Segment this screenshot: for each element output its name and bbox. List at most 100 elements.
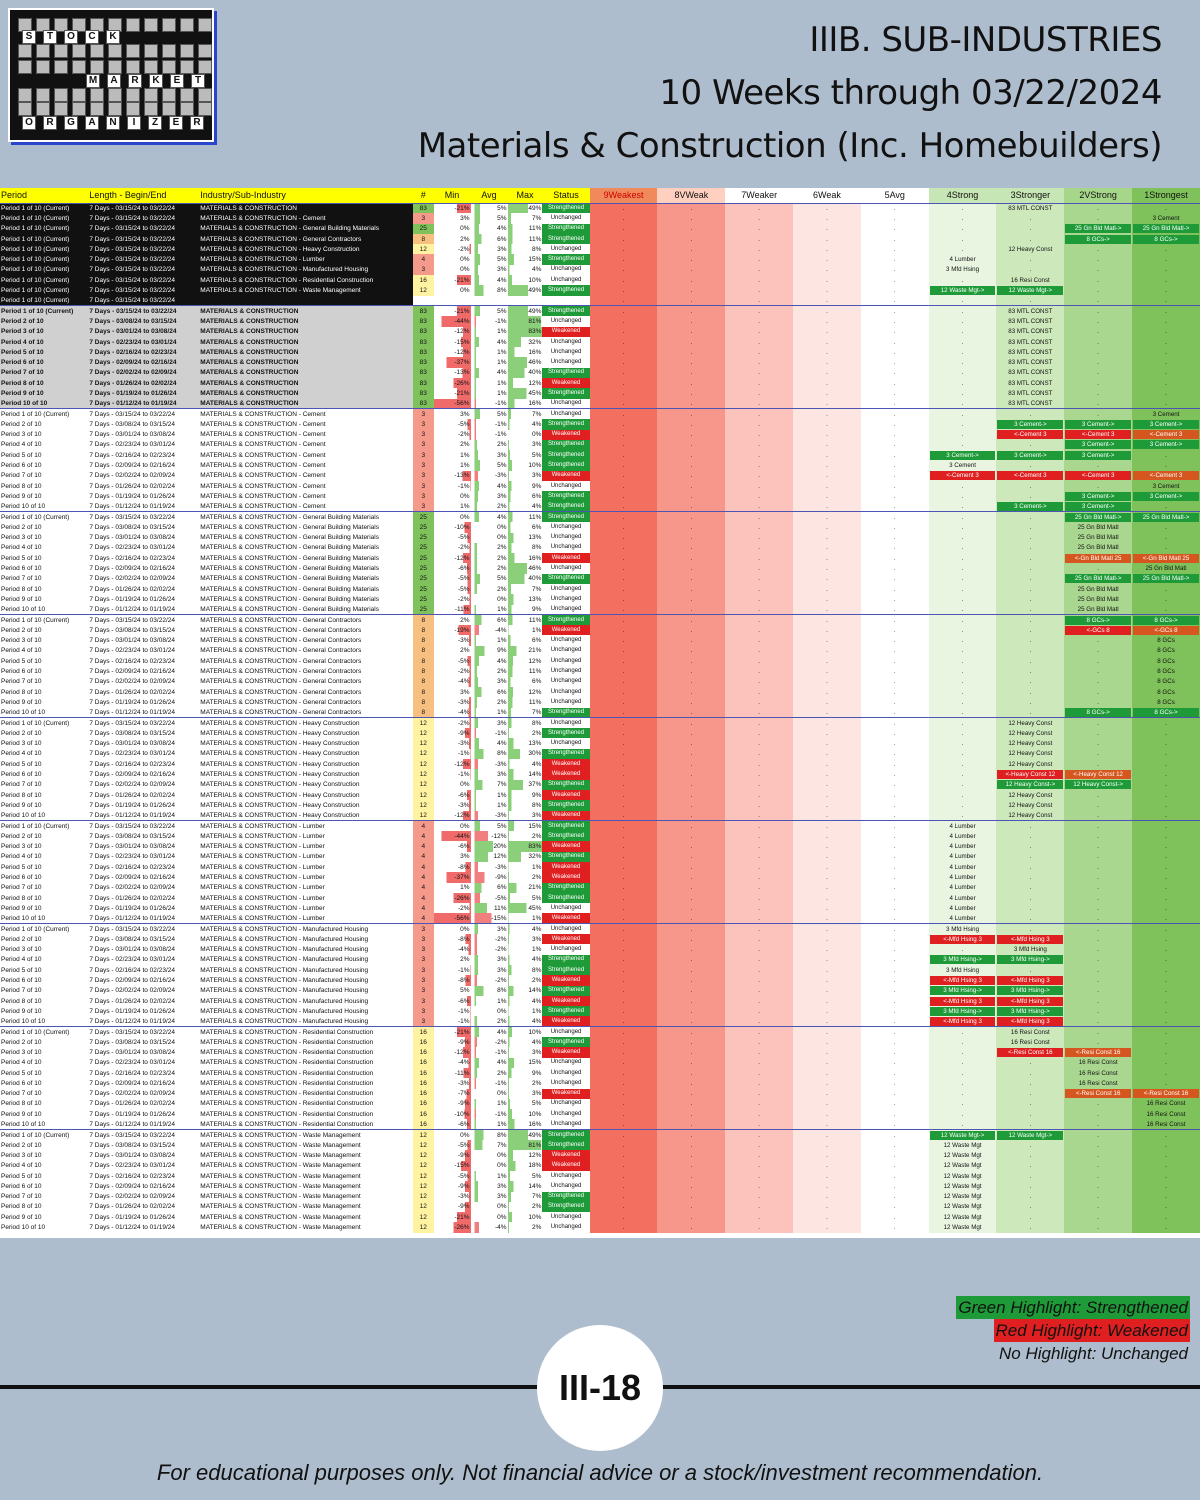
legend-strengthened: Green Highlight: Strengthened [956, 1296, 1190, 1319]
level-1-cell: 8 GCs-> [1132, 614, 1200, 626]
level-marker: 3 Cement-> [1065, 502, 1132, 511]
level-6-cell: . [793, 213, 861, 224]
period-cell: Period 1 of 10 (Current) [0, 1026, 89, 1038]
table-row: Period 1 of 10 (Current) 7 Days - 03/15/2… [0, 264, 1200, 276]
status-cell: Weakened [542, 1088, 590, 1099]
level-1-cell: 8 GCs [1132, 656, 1200, 667]
level-6-cell: . [793, 676, 861, 687]
period-cell: Period 4 of 10 [1, 647, 42, 655]
level-5-cell: . [860, 357, 929, 368]
status-cell: Strengthened [542, 305, 590, 317]
min-cell: -1% [433, 769, 471, 780]
level-8-cell: . [657, 1067, 726, 1079]
level-marker: <-Resi Const 16 [1065, 1047, 1132, 1057]
level-6-cell: . [793, 614, 861, 626]
status-cell: Unchanged [550, 565, 582, 572]
level-5-cell: . [860, 934, 929, 945]
avg-cell: -1% [470, 728, 508, 739]
period-cell: Period 9 of 10 [1, 1007, 42, 1015]
table-row: Period 1 of 10 (Current) 7 Days - 03/15/2… [0, 511, 1200, 523]
period-cell: Period 7 of 10 [1, 575, 42, 583]
level-2-cell: <-Cement 3 [1064, 429, 1133, 440]
level-6-cell: . [793, 728, 861, 739]
level-5-cell: . [860, 810, 929, 821]
level-5-cell: . [860, 481, 929, 492]
level-2-cell: . [1064, 635, 1133, 646]
level-5-cell: . [860, 1088, 929, 1099]
column-header: 7Weaker [725, 188, 794, 203]
level-9-cell: . [589, 759, 658, 770]
level-9-cell: . [589, 779, 658, 790]
max-cell: 12% [507, 656, 543, 667]
level-7-cell: . [725, 233, 794, 245]
level-2-cell: <-GCs 8 [1064, 625, 1133, 636]
logo-letter: E [170, 74, 184, 88]
level-8-cell: . [657, 820, 726, 832]
level-9-cell: . [589, 903, 658, 914]
level-8-cell: . [657, 573, 726, 584]
level-4-cell: . [928, 614, 997, 626]
level-marker: 12 Heavy Const [1008, 740, 1053, 748]
max-cell: 15% [507, 254, 543, 265]
count-cell: 83 [412, 378, 434, 389]
level-2-cell: . [1064, 1098, 1133, 1110]
level-2-cell: . [1064, 481, 1133, 492]
table-row: Period 4 of 10 7 Days - 02/23/24 to 03/01… [0, 336, 1200, 348]
level-marker: 25 Gn Bld Matl [1077, 544, 1119, 552]
level-8-cell: . [657, 532, 726, 543]
period-cell: Period 5 of 10 [0, 347, 89, 358]
level-7-cell: . [725, 1212, 794, 1223]
level-2-cell: . [1064, 831, 1133, 842]
avg-cell: -2% [470, 944, 508, 955]
period-cell: Period 6 of 10 [0, 357, 89, 368]
level-9-cell: . [589, 481, 658, 492]
level-1-cell: <-Gn Bld Matl 25 [1132, 553, 1200, 564]
count-cell: 8 [412, 686, 434, 698]
max-cell: 3% [507, 1088, 543, 1099]
length-cell: 7 Days - 03/15/24 to 03/22/24 [88, 213, 200, 224]
level-4-cell: . [928, 511, 997, 523]
level-5-cell: . [860, 789, 929, 801]
level-4-cell: 4 Lumber [928, 882, 997, 893]
level-5-cell: . [860, 1016, 929, 1027]
logo-tile [72, 60, 86, 74]
min-cell: -9% [433, 1150, 471, 1161]
level-3-cell: . [996, 295, 1065, 306]
table-row: Period 1 of 10 (Current) 7 Days - 03/15/2… [0, 295, 1200, 306]
min-cell: 0% [460, 287, 470, 295]
period-cell: Period 4 of 10 [1, 750, 42, 758]
level-4-cell: . [928, 656, 997, 667]
level-8-cell: . [657, 1026, 726, 1038]
count-cell: 3 [412, 429, 434, 440]
level-3-cell: <-Cement 3 [996, 429, 1065, 440]
level-6-cell: . [793, 1181, 861, 1192]
level-3-cell: . [996, 583, 1065, 595]
count-cell: 12 [412, 779, 434, 790]
avg-cell: 5% [470, 408, 508, 420]
count-cell: 12 [412, 789, 434, 801]
level-2-cell: . [1064, 789, 1133, 801]
period-cell: Period 2 of 10 [1, 626, 42, 634]
max-cell: 12% [507, 378, 543, 389]
length-cell: 7 Days - 01/19/24 to 01/26/24 [89, 595, 175, 603]
level-2-cell: . [1064, 378, 1133, 389]
level-5-cell: . [860, 656, 929, 667]
table-row: Period 5 of 10 7 Days - 02/16/24 to 02/23… [0, 862, 1200, 873]
count-cell: 25 [412, 563, 434, 574]
level-5-cell: . [860, 717, 929, 729]
max-cell: 4% [507, 264, 543, 276]
level-4-cell: . [928, 542, 997, 554]
level-2-cell: . [1064, 1037, 1133, 1048]
min-cell: 1% [460, 884, 470, 892]
max-cell: 14% [507, 1181, 543, 1192]
period-cell: Period 5 of 10 [1, 760, 42, 768]
level-3-cell: . [996, 1067, 1065, 1079]
count-cell: 83 [412, 357, 434, 368]
logo-tile [54, 18, 68, 32]
level-2-cell: 25 Gn Bld Matl [1064, 594, 1133, 605]
level-marker: 3 Cement-> [1065, 440, 1132, 450]
level-marker: 3 Mfd Hsing-> [997, 955, 1064, 965]
level-9-cell: . [589, 604, 658, 615]
level-1-cell: . [1132, 975, 1200, 986]
level-6-cell: . [793, 975, 861, 986]
